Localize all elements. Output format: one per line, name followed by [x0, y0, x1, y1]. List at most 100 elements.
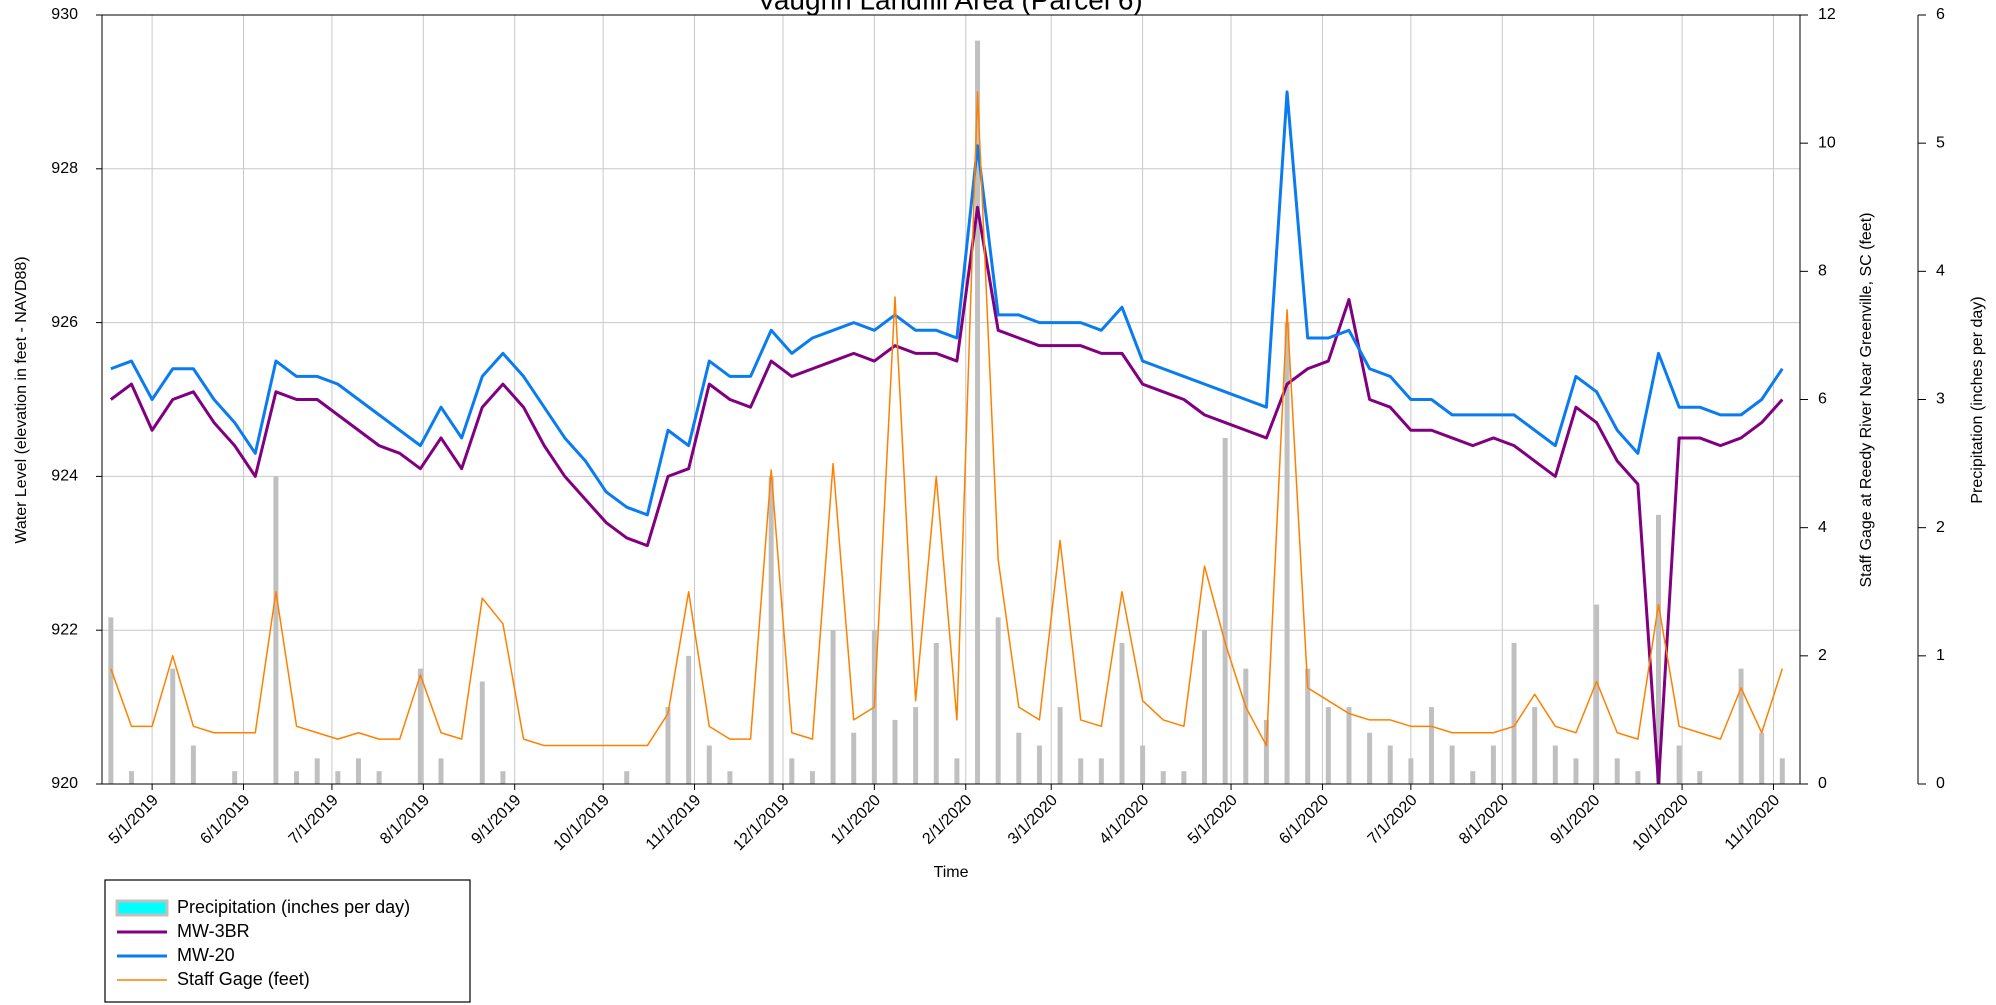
legend-label: Staff Gage (feet)	[177, 969, 310, 989]
y2-axis-label: Staff Gage at Reedy River Near Greenvill…	[1858, 213, 1875, 588]
y3-tick-label: 1	[1936, 647, 1945, 664]
precip-bar	[170, 668, 176, 784]
x-tick-label: 10/1/2019	[551, 792, 613, 854]
precip-bar	[1552, 745, 1558, 784]
y-tick-label: 922	[51, 621, 78, 638]
y2-tick-label: 10	[1818, 134, 1836, 151]
precip-bar	[1367, 732, 1373, 784]
x-tick-label: 8/1/2019	[377, 792, 433, 848]
legend-label: MW-20	[177, 945, 235, 965]
precip-bar	[1078, 758, 1084, 784]
x-tick-label: 11/1/2020	[1722, 792, 1784, 854]
y3-tick-label: 6	[1936, 6, 1945, 23]
precip-bar	[768, 476, 774, 784]
precip-bar	[1160, 771, 1166, 784]
y-tick-label: 920	[51, 775, 78, 792]
x-tick-label: 1/1/2020	[828, 792, 884, 848]
precip-bar	[954, 758, 960, 784]
precip-bar	[1016, 732, 1022, 784]
y3-tick-label: 4	[1936, 263, 1945, 280]
precip-bar	[1532, 707, 1538, 784]
precip-bar	[1738, 668, 1744, 784]
precip-bar	[686, 655, 692, 784]
precip-bar	[1036, 745, 1042, 784]
series-line	[110, 91, 1784, 747]
precip-bar	[1614, 758, 1620, 784]
y3-tick-label: 3	[1936, 391, 1945, 408]
precip-bar	[933, 643, 939, 784]
precip-bar	[273, 476, 279, 784]
precip-bar	[913, 707, 919, 784]
y-tick-label: 924	[51, 468, 78, 485]
y3-tick-label: 5	[1936, 134, 1945, 151]
plot	[108, 40, 1785, 784]
x-tick-label: 10/1/2020	[1630, 792, 1692, 854]
chart-title: Vaughn Landfill Area (Parcel 6)	[757, 0, 1143, 15]
x-tick-label: 7/1/2020	[1365, 792, 1421, 848]
y-tick-label: 930	[51, 6, 78, 23]
precip-bar	[314, 758, 320, 784]
precip-bar	[975, 40, 981, 784]
x-tick-label: 11/1/2019	[643, 792, 705, 854]
precip-bar	[1222, 437, 1228, 784]
precip-bar	[1325, 707, 1331, 784]
precip-bar	[1119, 643, 1125, 784]
legend-swatch	[115, 899, 169, 917]
precip-bar	[1449, 745, 1455, 784]
precip-bar	[706, 745, 712, 784]
x-tick-label: 8/1/2020	[1456, 792, 1512, 848]
y2-tick-label: 0	[1818, 775, 1827, 792]
precip-bar	[1098, 758, 1104, 784]
precip-bar	[108, 617, 114, 784]
precip-bar	[789, 758, 795, 784]
precip-bar	[1057, 707, 1063, 784]
precip-bar	[624, 771, 630, 784]
precip-bar	[1346, 707, 1352, 784]
precip-bar	[1202, 630, 1208, 784]
precip-bar	[128, 771, 134, 784]
y-tick-label: 926	[51, 314, 78, 331]
precip-bar	[809, 771, 815, 784]
precip-bar	[1387, 745, 1393, 784]
legend-label: Precipitation (inches per day)	[177, 897, 410, 917]
x-tick-label: 6/1/2019	[197, 792, 253, 848]
series-line	[109, 205, 1784, 784]
precip-bar	[892, 719, 898, 784]
precip-bar	[665, 707, 671, 784]
precip-bar	[1181, 771, 1187, 784]
y2-tick-label: 12	[1818, 6, 1836, 23]
y3-tick-label: 2	[1936, 519, 1945, 536]
precip-bar	[1305, 668, 1311, 784]
precip-bar	[1140, 745, 1146, 784]
y3-axis-label: Precipitation (inches per day)	[1969, 296, 1986, 503]
precip-bar	[1759, 732, 1765, 784]
precip-bar	[294, 771, 300, 784]
precip-bar	[1573, 758, 1579, 784]
precip-bar	[417, 668, 423, 784]
precip-bar	[727, 771, 733, 784]
x-tick-label: 4/1/2020	[1096, 792, 1152, 848]
precip-bar	[1243, 668, 1249, 784]
precip-bar	[1676, 745, 1682, 784]
x-tick-label: 12/1/2019	[730, 792, 792, 854]
x-tick-label: 3/1/2020	[1005, 792, 1061, 848]
precip-bar	[376, 771, 382, 784]
x-tick-label: 9/1/2019	[468, 792, 524, 848]
precip-bar	[335, 771, 341, 784]
precip-bar	[438, 758, 444, 784]
y2-tick-label: 4	[1818, 519, 1827, 536]
precip-bar	[995, 617, 1001, 784]
precip-bar	[1408, 758, 1414, 784]
precip-bar	[1635, 771, 1641, 784]
x-tick-label: 5/1/2019	[106, 792, 162, 848]
precip-bar	[355, 758, 361, 784]
precip-bar	[1779, 758, 1785, 784]
precip-bar	[1263, 719, 1269, 784]
precip-bar	[1490, 745, 1496, 784]
precip-bar	[1511, 643, 1517, 784]
y2-tick-label: 2	[1818, 647, 1827, 664]
precip-bar	[1697, 771, 1703, 784]
precip-bar	[851, 732, 857, 784]
